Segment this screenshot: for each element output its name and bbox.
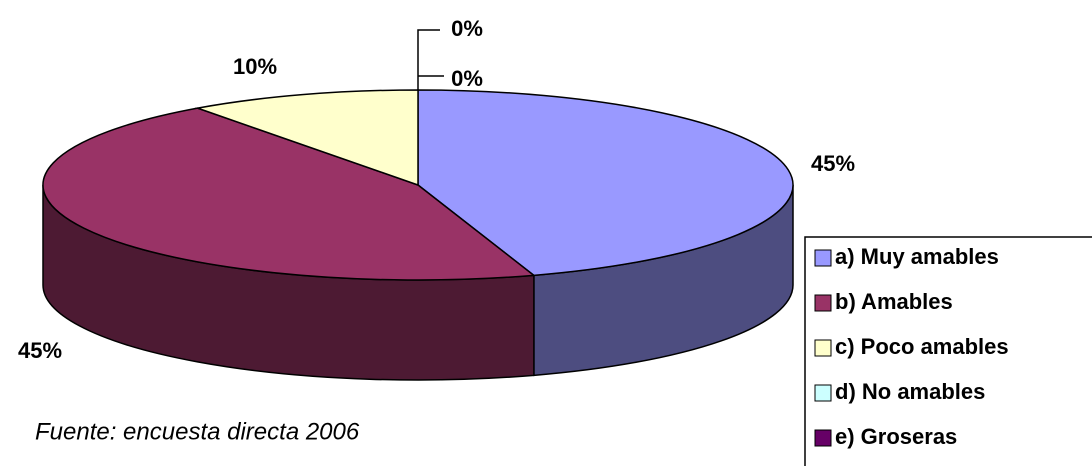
legend-swatch <box>814 249 832 267</box>
legend-swatch <box>814 429 832 447</box>
legend-label: c) Poco amables <box>835 334 1009 359</box>
data-label: 45% <box>18 338 62 363</box>
legend-swatch <box>814 339 832 357</box>
legend-label: a) Muy amables <box>835 244 999 269</box>
data-label: 10% <box>233 54 277 79</box>
legend-label: e) Groseras <box>835 424 957 449</box>
slice <box>42 107 536 281</box>
leader-lines <box>417 29 444 90</box>
data-label: 0% <box>451 66 483 91</box>
legend-label: b) Amables <box>835 289 953 314</box>
slice <box>194 89 419 187</box>
legend-swatch <box>814 294 832 312</box>
legend-box <box>804 236 1092 466</box>
legend-swatch <box>814 384 832 402</box>
data-label: 0% <box>451 16 483 41</box>
tops <box>42 89 794 281</box>
slice <box>417 89 794 277</box>
annotation: Fuente: encuesta directa 2006 <box>35 418 360 445</box>
data-label: 45% <box>811 151 855 176</box>
legend-label: d) No amables <box>835 379 985 404</box>
